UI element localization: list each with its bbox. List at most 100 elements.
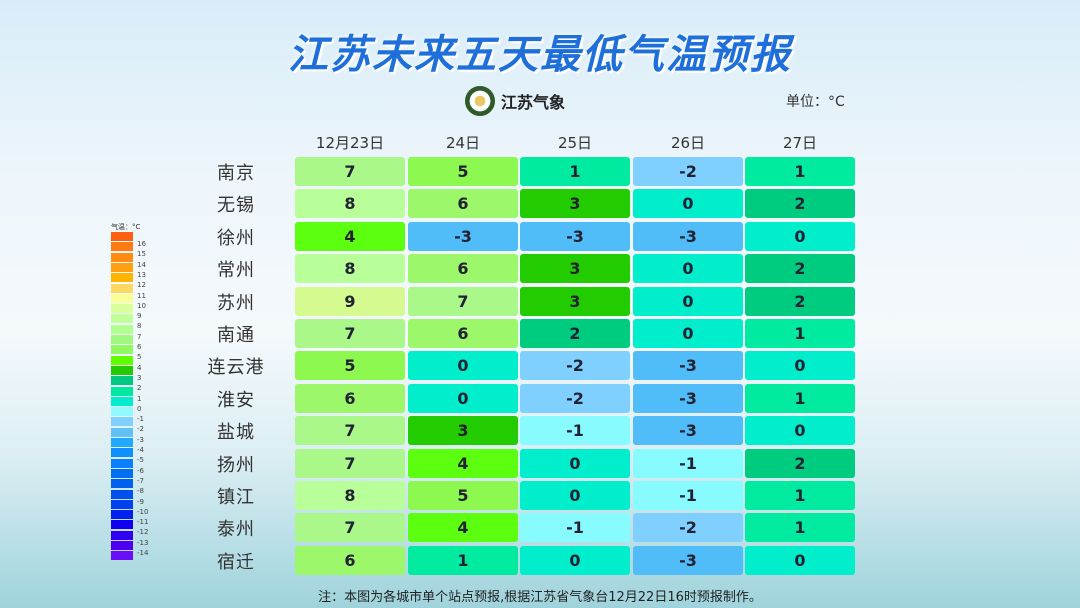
legend-label: -4 xyxy=(137,446,144,454)
temperature-cell: 8 xyxy=(295,254,405,284)
temperature-cell: 5 xyxy=(295,351,405,381)
legend-label: 12 xyxy=(137,281,146,290)
temperature-cell: 0 xyxy=(408,383,518,413)
temperature-cell: 7 xyxy=(295,513,405,543)
legend-label: 7 xyxy=(137,332,142,341)
legend-label: 4 xyxy=(137,363,142,372)
temperature-cell: 0 xyxy=(633,189,743,219)
temperature-cell: -1 xyxy=(633,448,743,478)
legend-swatch xyxy=(111,499,133,509)
logo-text: 江苏气象 xyxy=(501,93,566,112)
temperature-cell: 6 xyxy=(295,545,405,575)
legend-label: -14 xyxy=(137,549,149,557)
temperature-cell: 2 xyxy=(745,189,855,219)
legend-swatch xyxy=(111,345,133,355)
temperature-cell: 1 xyxy=(745,157,855,186)
legend-label: -11 xyxy=(137,518,149,527)
legend-label: -5 xyxy=(137,456,144,465)
legend-label: 16 xyxy=(137,240,146,248)
legend-label: 3 xyxy=(137,373,142,382)
temperature-cell: -3 xyxy=(633,351,743,381)
city-label: 南京 xyxy=(217,163,255,184)
logo: 江苏气象 xyxy=(465,86,565,116)
temperature-cell: 1 xyxy=(745,319,855,348)
column-header: 27日 xyxy=(782,134,818,152)
temperature-cell: 3 xyxy=(520,286,630,316)
legend-swatch xyxy=(111,479,133,489)
city-label: 镇江 xyxy=(217,487,255,508)
legend-label: -6 xyxy=(137,466,144,475)
city-label: 南通 xyxy=(217,325,255,346)
legend-label: -13 xyxy=(137,538,149,547)
legend-swatch xyxy=(111,530,133,540)
legend-label: -7 xyxy=(137,476,144,485)
temperature-cell: -3 xyxy=(520,221,630,251)
temperature-cell: 0 xyxy=(633,286,743,316)
temperature-cell: 1 xyxy=(520,157,630,186)
temperature-cell: 6 xyxy=(408,319,518,348)
temperature-cell: 0 xyxy=(520,545,630,575)
temperature-cell: 5 xyxy=(408,157,518,186)
legend-swatch xyxy=(111,304,133,314)
temperature-cell: 2 xyxy=(745,254,855,284)
temperature-cell: 0 xyxy=(520,481,630,510)
temperature-cell: -2 xyxy=(520,383,630,413)
legend-swatch xyxy=(111,324,133,334)
legend-label: 0 xyxy=(137,404,142,413)
temperature-cell: -2 xyxy=(633,513,743,543)
legend-swatch xyxy=(111,448,133,458)
legend-swatch xyxy=(111,427,133,437)
temperature-cell: -3 xyxy=(408,221,518,251)
temperature-cell: 2 xyxy=(745,448,855,478)
column-header: 12月23日 xyxy=(315,134,385,152)
legend-swatch xyxy=(111,335,133,344)
footnote: 注：本图为各城市单个站点预报,根据江苏省气象台12月22日16时预报制作。 xyxy=(318,590,762,605)
temperature-cell: 7 xyxy=(295,448,405,478)
temperature-cell: 0 xyxy=(745,351,855,381)
temperature-cell: 1 xyxy=(745,513,855,543)
legend-swatch xyxy=(111,273,133,283)
column-header: 25日 xyxy=(557,134,593,152)
city-label: 宿迁 xyxy=(217,551,255,573)
legend-label: 10 xyxy=(137,301,146,310)
legend-swatch xyxy=(111,242,133,252)
temperature-cell: 2 xyxy=(520,319,630,348)
legend-label: -3 xyxy=(137,435,144,444)
temperature-cell: 6 xyxy=(408,189,518,219)
temperature-cell: 0 xyxy=(745,416,855,446)
legend-swatch xyxy=(111,386,133,396)
temperature-cell: 1 xyxy=(745,481,855,510)
legend-label: 2 xyxy=(137,384,142,393)
legend-label: -1 xyxy=(137,415,144,424)
legend-label: -10 xyxy=(137,507,149,516)
temperature-cell: 4 xyxy=(408,448,518,478)
legend-swatch xyxy=(111,551,133,561)
temperature-cell: 1 xyxy=(745,383,855,413)
legend-label: -8 xyxy=(137,487,144,496)
legend-swatch xyxy=(111,520,133,530)
temperature-cell: 9 xyxy=(295,286,405,316)
city-label: 扬州 xyxy=(217,454,255,476)
city-label: 泰州 xyxy=(217,519,255,541)
legend-label: -9 xyxy=(137,497,144,506)
temperature-cell: 5 xyxy=(408,481,518,510)
temperature-cell: 3 xyxy=(520,254,630,284)
city-label: 盐城 xyxy=(217,422,255,444)
legend-label: 6 xyxy=(137,343,142,351)
legend-label: 8 xyxy=(137,322,142,331)
jiangsu-weather-emblem-icon xyxy=(465,86,495,116)
temperature-cell: -1 xyxy=(520,513,630,543)
temperature-cell: 0 xyxy=(520,448,630,478)
legend-swatch xyxy=(111,293,133,303)
temperature-cell: 8 xyxy=(295,189,405,219)
legend-swatch xyxy=(111,262,133,272)
legend-swatch xyxy=(111,407,133,417)
temperature-cell: 6 xyxy=(295,383,405,413)
column-header: 24日 xyxy=(445,134,481,152)
legend-label: -2 xyxy=(137,425,144,434)
temperature-cell: -3 xyxy=(633,416,743,446)
temperature-cell: 2 xyxy=(745,286,855,316)
legend-swatch xyxy=(111,376,133,386)
city-label: 淮安 xyxy=(217,389,255,411)
legend-swatch xyxy=(111,355,133,365)
